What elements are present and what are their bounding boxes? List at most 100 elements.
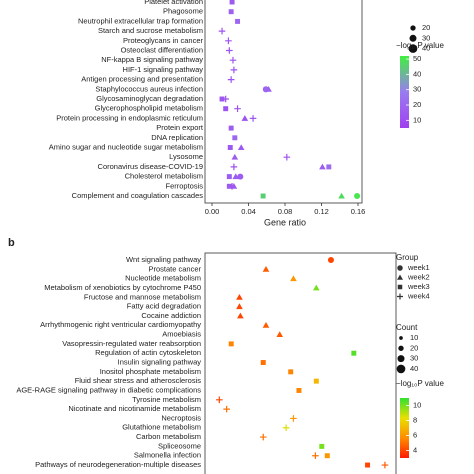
category-label: Fluid shear stress and atherosclerosis bbox=[75, 376, 202, 385]
plus-marker bbox=[222, 95, 229, 103]
size-legend-dot bbox=[399, 336, 403, 340]
square-marker bbox=[296, 388, 302, 393]
category-label: Metabolism of xenobiotics by cytochrome … bbox=[44, 283, 201, 292]
triangle-marker bbox=[231, 153, 239, 160]
x-tick-label: 0.00 bbox=[205, 207, 220, 216]
square-marker bbox=[351, 350, 357, 356]
square-marker bbox=[232, 135, 238, 141]
legend-title: −log₁₀P value bbox=[396, 41, 444, 50]
colorbar-tick-label: 30 bbox=[413, 85, 421, 94]
triangle-marker bbox=[265, 86, 272, 92]
category-label: Glutathione metabolism bbox=[122, 423, 201, 432]
plus-marker bbox=[216, 396, 223, 404]
x-tick-label: 0.16 bbox=[351, 207, 366, 216]
legend-label: week1 bbox=[407, 263, 430, 272]
category-label: Cholesterol metabolism bbox=[125, 172, 203, 181]
triangle-marker bbox=[236, 293, 243, 300]
square-marker bbox=[235, 18, 241, 24]
panel-label: b bbox=[8, 237, 15, 249]
category-label: Starch and sucrose metabolism bbox=[98, 26, 203, 35]
plot-frame bbox=[204, 0, 363, 204]
category-label: Tyrosine metabolism bbox=[132, 395, 201, 404]
size-legend-dot bbox=[396, 364, 406, 374]
category-label: Protein processing in endoplasmic reticu… bbox=[56, 113, 203, 122]
legend-title: Group bbox=[396, 253, 419, 262]
legend-label: week2 bbox=[407, 272, 430, 281]
plus-marker bbox=[228, 183, 236, 190]
category-label: Spliceosome bbox=[158, 441, 201, 450]
colorbar-tick-label: 40 bbox=[413, 69, 421, 78]
colorbar-tick-label: 10 bbox=[413, 115, 421, 124]
size-legend-label: 30 bbox=[422, 33, 430, 42]
legend-label: week3 bbox=[407, 282, 430, 291]
category-label: Fructose and mannose metabolism bbox=[84, 292, 201, 301]
square-marker bbox=[319, 443, 325, 449]
colorbar bbox=[400, 56, 409, 128]
square-marker bbox=[260, 193, 266, 199]
dot-marker bbox=[237, 173, 244, 180]
size-legend-label: 10 bbox=[410, 333, 418, 342]
triangle-marker bbox=[319, 163, 326, 170]
square-marker bbox=[229, 0, 235, 5]
category-label: Staphylococcus aureus infection bbox=[95, 84, 203, 93]
category-label: Nicotinate and nicotinamide metabolism bbox=[68, 404, 201, 413]
square-marker bbox=[313, 378, 319, 384]
square-marker bbox=[288, 369, 294, 375]
triangle-marker bbox=[241, 115, 249, 121]
category-label: NF-kappa B signaling pathway bbox=[101, 55, 203, 64]
plus-marker bbox=[234, 105, 241, 112]
category-label: Ferroptosis bbox=[165, 181, 203, 190]
colorbar-tick-label: 10 bbox=[413, 400, 421, 409]
category-label: AGE-RAGE signaling pathway in diabetic c… bbox=[16, 385, 201, 394]
category-label: Amino sugar and nucleotide sugar metabol… bbox=[49, 142, 203, 151]
plus-marker bbox=[397, 293, 403, 300]
size-legend-label: 20 bbox=[422, 23, 430, 32]
category-label: Pathways of neurodegeneration-multiple d… bbox=[35, 460, 201, 469]
size-legend-dot bbox=[397, 355, 405, 363]
size-legend-dot bbox=[398, 345, 404, 351]
category-label: DNA replication bbox=[151, 133, 203, 142]
triangle-marker bbox=[338, 192, 345, 199]
colorbar-tick-label: 8 bbox=[413, 415, 417, 424]
category-label: Lysosome bbox=[169, 152, 203, 161]
triangle-marker bbox=[290, 275, 297, 282]
category-label: Regulation of actin cytoskeleton bbox=[95, 348, 201, 357]
plus-marker bbox=[312, 452, 319, 460]
legend-label: week4 bbox=[407, 291, 430, 300]
square-marker bbox=[326, 164, 332, 170]
category-label: Platelet activation bbox=[144, 0, 203, 6]
plus-marker bbox=[218, 27, 226, 35]
category-label: Coronavirus disease-COVID-19 bbox=[98, 162, 203, 171]
category-label: Amoebiasis bbox=[162, 330, 201, 339]
size-legend-dot bbox=[408, 44, 418, 53]
plus-marker bbox=[290, 415, 297, 422]
category-label: Glycerophospholipid metabolism bbox=[95, 104, 203, 113]
square-marker bbox=[219, 96, 225, 102]
square-marker bbox=[228, 9, 234, 15]
size-legend-label: 30 bbox=[410, 354, 418, 363]
triangle-marker bbox=[232, 173, 240, 180]
colorbar-tick-label: 20 bbox=[413, 100, 421, 109]
plus-marker bbox=[283, 153, 291, 161]
square-marker bbox=[365, 462, 371, 468]
category-label: Wnt signaling pathway bbox=[126, 255, 201, 264]
dot-marker bbox=[327, 256, 334, 264]
plus-marker bbox=[230, 163, 238, 171]
category-label: Fatty acid degradation bbox=[127, 302, 201, 311]
x-tick-label: 0.04 bbox=[241, 207, 256, 216]
triangle-marker bbox=[262, 321, 270, 328]
dot-marker bbox=[354, 192, 361, 200]
x-tick-label: 0.08 bbox=[278, 207, 293, 216]
legend-title: −log₁₀P value bbox=[396, 379, 444, 388]
colorbar-tick-label: 4 bbox=[413, 445, 417, 454]
category-label: Proteoglycans in cancer bbox=[123, 36, 204, 45]
category-label: Neutrophil extracellular trap formation bbox=[78, 16, 203, 25]
category-label: Nucleotide metabolism bbox=[125, 274, 201, 283]
colorbar-tick-label: 50 bbox=[413, 54, 421, 63]
size-legend-dot bbox=[409, 34, 417, 42]
category-label: Osteoclast differentiation bbox=[121, 45, 203, 54]
plus-marker bbox=[227, 76, 235, 83]
category-label: Phagosome bbox=[163, 7, 203, 16]
plus-marker bbox=[229, 56, 237, 64]
plus-marker bbox=[282, 424, 290, 432]
